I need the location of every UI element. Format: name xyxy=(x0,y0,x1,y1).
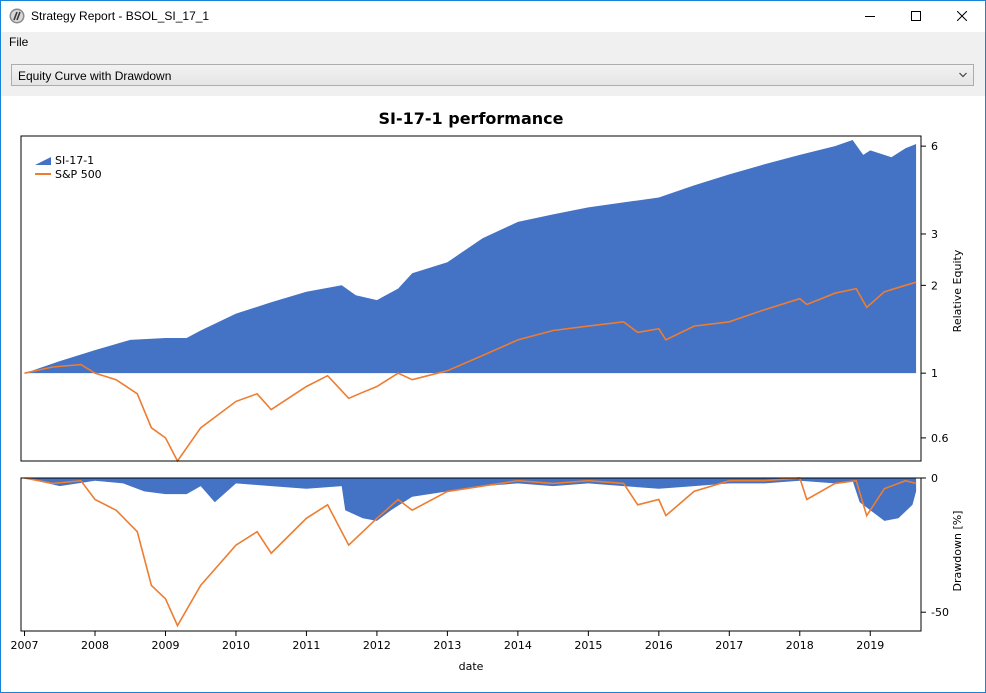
drawdown-y-tick-label: -50 xyxy=(931,606,949,619)
maximize-button[interactable] xyxy=(893,1,939,31)
equity-y-label: Relative Equity xyxy=(951,249,964,332)
minimize-button[interactable] xyxy=(847,1,893,31)
x-tick-label: 2013 xyxy=(433,639,461,652)
equity-drawdown-chart: SI-17-1 performance 0.6 1 2 3 6 Relative Equ… xyxy=(11,109,964,673)
window-title: Strategy Report - BSOL_SI_17_1 xyxy=(31,9,210,23)
x-tick-label: 2018 xyxy=(786,639,814,652)
equity-y-tick-label: 2 xyxy=(931,279,938,292)
x-tick-label: 2008 xyxy=(81,639,109,652)
chevron-down-icon xyxy=(959,72,967,78)
drawdown-panel-frame xyxy=(20,477,922,632)
legend-label-benchmark: S&P 500 xyxy=(55,168,102,181)
close-button[interactable] xyxy=(939,1,985,31)
x-axis-label: date xyxy=(459,660,484,673)
equity-panel-frame xyxy=(20,135,922,462)
x-tick-label: 2010 xyxy=(222,639,250,652)
equity-y-tick-label: 0.6 xyxy=(931,432,949,445)
drawdown-y-label: Drawdown [%] xyxy=(951,511,964,592)
x-tick-label: 2015 xyxy=(574,639,602,652)
legend-label-strategy: SI-17-1 xyxy=(55,154,94,167)
x-tick-label: 2014 xyxy=(504,639,532,652)
x-tick-label: 2007 xyxy=(11,639,39,652)
strategy-drawdown-area xyxy=(24,478,917,521)
report-type-dropdown[interactable]: Equity Curve with Drawdown xyxy=(11,64,974,86)
equity-y-tick-label: 6 xyxy=(931,140,938,153)
menu-bar: File xyxy=(1,32,985,52)
benchmark-equity-line xyxy=(24,281,917,463)
title-bar[interactable]: Strategy Report - BSOL_SI_17_1 xyxy=(1,1,985,31)
x-tick-label: 2011 xyxy=(292,639,320,652)
x-tick-label: 2019 xyxy=(856,639,884,652)
x-tick-label: 2012 xyxy=(363,639,391,652)
legend-swatch-strategy xyxy=(35,157,51,165)
close-icon xyxy=(957,11,967,21)
app-logo-icon xyxy=(9,8,25,24)
chart-title: SI-17-1 performance xyxy=(379,109,564,128)
report-content: Equity Curve with Drawdown SI-17-1 perfo… xyxy=(1,52,985,692)
benchmark-drawdown-line xyxy=(24,477,917,628)
equity-y-tick-label: 1 xyxy=(931,367,938,380)
x-tick-label: 2009 xyxy=(151,639,179,652)
x-tick-label: 2017 xyxy=(715,639,743,652)
menu-file[interactable]: File xyxy=(9,35,29,49)
chart-area: SI-17-1 performance 0.6 1 2 3 6 Relative Equ… xyxy=(1,96,985,692)
x-tick-label: 2016 xyxy=(645,639,673,652)
minimize-icon xyxy=(865,16,875,17)
drawdown-y-tick-label: 0 xyxy=(931,472,938,485)
report-type-value: Equity Curve with Drawdown xyxy=(18,69,172,83)
maximize-icon xyxy=(911,11,921,21)
strategy-equity-area xyxy=(24,140,917,374)
legend: SI-17-1 S&P 500 xyxy=(35,154,102,181)
equity-y-tick-label: 3 xyxy=(931,228,938,241)
